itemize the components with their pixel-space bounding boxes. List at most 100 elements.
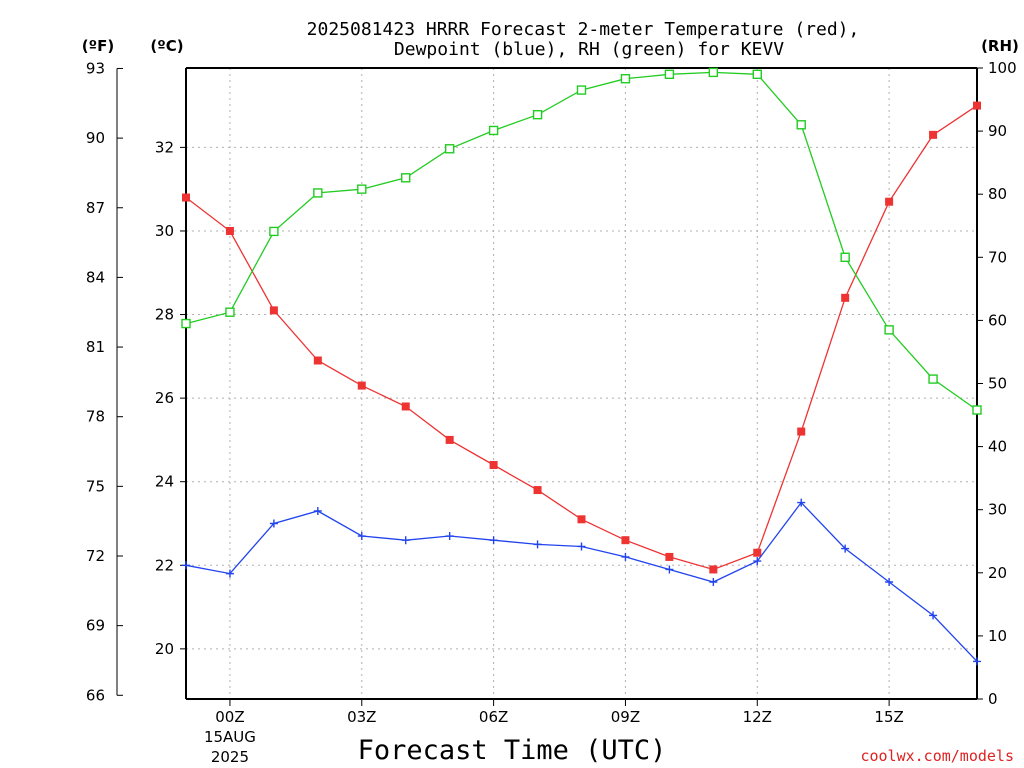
fahrenheit-tick-label: 90 bbox=[86, 129, 105, 147]
rh-data-point bbox=[752, 69, 762, 80]
fahrenheit-unit-label: (ºF) bbox=[82, 37, 114, 55]
rh-data-point bbox=[840, 252, 850, 263]
temp-data-point bbox=[929, 130, 938, 139]
grid-lines bbox=[186, 68, 977, 699]
time-tick-label: 09Z bbox=[611, 708, 640, 726]
rh-data-point bbox=[620, 74, 631, 84]
rh-data-point bbox=[313, 188, 323, 198]
dew-data-point bbox=[357, 532, 366, 541]
celsius-unit-label: (ºC) bbox=[150, 37, 183, 55]
dew-data-point bbox=[973, 657, 981, 666]
fahrenheit-tick-label: 81 bbox=[86, 338, 105, 356]
temp-series-line bbox=[185, 105, 978, 571]
rh-data-point bbox=[576, 85, 587, 95]
celsius-tick-label: 22 bbox=[155, 556, 174, 574]
temp-data-point bbox=[973, 101, 981, 110]
dew-data-point bbox=[445, 532, 454, 541]
temp-data-point bbox=[797, 427, 806, 436]
fahrenheit-tick-label: 69 bbox=[86, 617, 105, 635]
date-tick-label: 15AUG bbox=[204, 728, 256, 746]
rh-data-point bbox=[972, 405, 982, 415]
dew-data-point bbox=[665, 565, 674, 574]
celsius-tick-label: 32 bbox=[155, 138, 174, 156]
temp-data-point bbox=[533, 486, 542, 495]
celsius-tick-label: 24 bbox=[155, 473, 174, 491]
rh-data-point bbox=[884, 325, 894, 335]
temp-data-point bbox=[841, 293, 850, 302]
rh-tick-label: 40 bbox=[988, 438, 1007, 456]
fahrenheit-tick-label: 72 bbox=[86, 547, 105, 565]
dew-data-point bbox=[841, 544, 850, 553]
temp-data-point bbox=[225, 226, 234, 235]
chart-title-line2: Dewpoint (blue), RH (green) for KEVV bbox=[394, 39, 784, 60]
time-tick-label: 15Z bbox=[874, 708, 903, 726]
time-tick-label: 12Z bbox=[743, 708, 772, 726]
dew-data-point bbox=[401, 536, 410, 545]
temp-data-point bbox=[709, 565, 718, 574]
fahrenheit-tick-label: 66 bbox=[86, 686, 105, 704]
temp-data-point bbox=[445, 435, 454, 444]
data-series bbox=[181, 67, 982, 666]
temp-data-point bbox=[401, 402, 410, 411]
year-tick-label: 2025 bbox=[211, 748, 249, 766]
temp-data-point bbox=[313, 356, 322, 365]
rh-data-point bbox=[357, 184, 367, 194]
dew-data-point bbox=[313, 506, 322, 515]
dew-data-point bbox=[753, 557, 762, 566]
rh-tick-label: 50 bbox=[988, 375, 1007, 393]
rh-unit-label: (RH) bbox=[981, 37, 1019, 55]
time-tick-label: 06Z bbox=[479, 708, 508, 726]
dew-data-point bbox=[489, 536, 498, 545]
time-tick-label: 03Z bbox=[347, 708, 376, 726]
celsius-tick-label: 28 bbox=[155, 306, 174, 324]
rh-tick-label: 90 bbox=[988, 122, 1007, 140]
rh-data-point bbox=[532, 109, 543, 120]
dew-data-point bbox=[225, 569, 234, 578]
temp-data-point bbox=[621, 536, 630, 545]
dew-data-point bbox=[182, 561, 190, 570]
rh-tick-label: 70 bbox=[988, 248, 1007, 266]
temp-data-point bbox=[665, 552, 674, 561]
temp-data-point bbox=[577, 515, 586, 524]
dew-data-point bbox=[709, 577, 718, 586]
rh-tick-label: 20 bbox=[988, 564, 1007, 582]
rh-tick-label: 100 bbox=[988, 59, 1017, 77]
rh-data-point bbox=[664, 69, 675, 80]
dew-data-point bbox=[797, 498, 806, 507]
rh-data-point bbox=[796, 120, 806, 130]
rh-tick-label: 0 bbox=[988, 690, 998, 708]
dew-data-point bbox=[533, 540, 542, 549]
fahrenheit-tick-label: 78 bbox=[86, 408, 105, 426]
temp-data-point bbox=[182, 193, 190, 202]
celsius-tick-label: 20 bbox=[155, 640, 174, 658]
dew-series-line bbox=[185, 501, 978, 662]
x-axis-title: Forecast Time (UTC) bbox=[358, 735, 667, 766]
axes: 66 69 72 75 78 81 84 87 90 93 20 22 24 26 28 30 32 0 10 20 3… bbox=[86, 59, 1017, 766]
rh-data-point bbox=[444, 144, 455, 154]
rh-tick-label: 10 bbox=[988, 627, 1007, 645]
rh-data-point bbox=[488, 125, 499, 136]
credit-label: coolwx.com/models bbox=[860, 747, 1014, 765]
dew-data-point bbox=[269, 519, 278, 528]
fahrenheit-tick-label: 75 bbox=[86, 477, 105, 495]
fahrenheit-tick-label: 93 bbox=[86, 59, 105, 77]
dew-data-point bbox=[621, 552, 630, 561]
temp-data-point bbox=[753, 548, 762, 557]
fahrenheit-tick-label: 87 bbox=[86, 199, 105, 217]
rh-tick-label: 80 bbox=[988, 185, 1007, 203]
chart-title-line1: 2025081423 HRRR Forecast 2-meter Tempera… bbox=[307, 19, 860, 40]
temp-data-point bbox=[357, 381, 366, 390]
rh-data-point bbox=[708, 67, 719, 78]
rh-series-line bbox=[185, 71, 978, 411]
dew-data-point bbox=[577, 542, 586, 551]
time-tick-label: 00Z bbox=[215, 708, 244, 726]
fahrenheit-tick-label: 84 bbox=[86, 268, 105, 286]
rh-tick-label: 30 bbox=[988, 501, 1007, 519]
rh-data-point bbox=[225, 307, 235, 317]
rh-data-point bbox=[181, 318, 191, 329]
temp-data-point bbox=[489, 460, 498, 469]
temp-data-point bbox=[269, 306, 278, 315]
temp-data-point bbox=[885, 197, 894, 206]
rh-data-point bbox=[401, 173, 411, 183]
